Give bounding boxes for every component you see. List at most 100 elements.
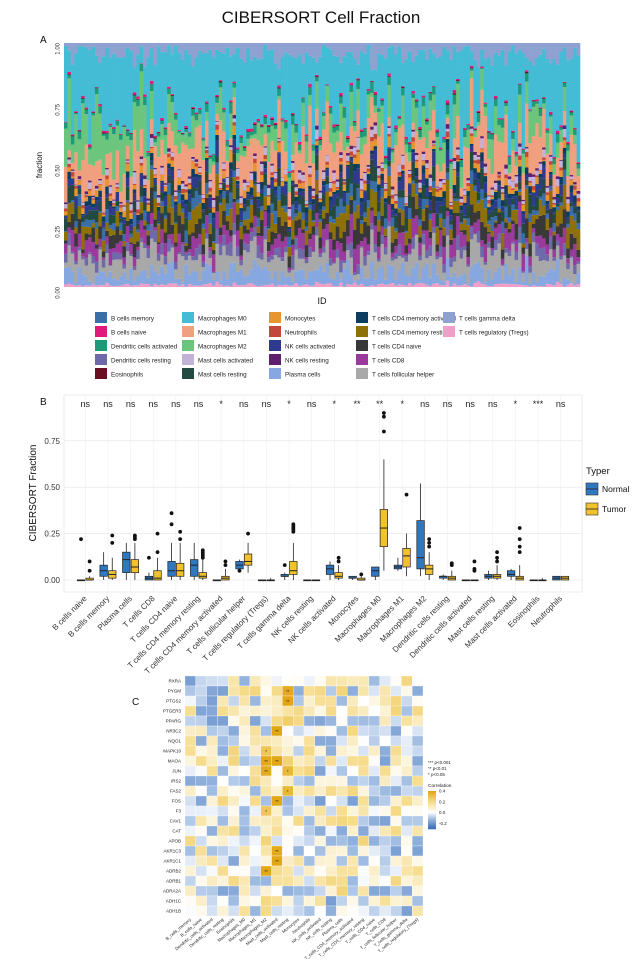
stacked-bar-segment xyxy=(177,177,182,186)
stacked-bar-segment xyxy=(373,91,378,94)
stacked-bar-segment xyxy=(473,185,478,192)
stacked-bar-segment xyxy=(480,267,484,284)
stacked-bar-segment xyxy=(435,58,440,130)
stacked-bar-segment xyxy=(232,122,237,126)
stacked-bar-segment xyxy=(198,218,202,235)
stacked-bar-segment xyxy=(184,127,189,130)
stacked-bar-segment xyxy=(480,136,484,139)
stacked-bar-segment xyxy=(119,204,123,208)
heatmap-cell xyxy=(401,875,413,887)
stacked-bar-segment xyxy=(332,55,337,125)
outlier-point xyxy=(381,429,386,434)
stacked-bar-segment xyxy=(115,184,120,187)
stacked-bar-segment xyxy=(77,46,82,130)
stacked-bar-segment xyxy=(449,258,454,267)
stacked-bar-segment xyxy=(322,129,326,171)
stacked-bar-segment xyxy=(150,238,154,265)
stacked-bar-segment xyxy=(566,258,570,264)
stacked-bar-segment xyxy=(383,279,388,285)
stacked-bar-segment xyxy=(428,174,433,178)
row-label: RXRA xyxy=(168,679,181,684)
stacked-bar-segment xyxy=(576,162,581,163)
colorbar-segment xyxy=(428,791,436,793)
heatmap-cell xyxy=(390,775,402,787)
stacked-bar-segment xyxy=(129,139,134,177)
heatmap-cell xyxy=(401,865,413,877)
heatmap-cell xyxy=(184,705,196,717)
heatmap-cell xyxy=(206,755,218,767)
stacked-bar-segment xyxy=(456,176,460,199)
stacked-bar-segment xyxy=(308,174,312,178)
stacked-bar-segment xyxy=(284,276,288,285)
stacked-bar-segment xyxy=(91,284,96,287)
heatmap-cell xyxy=(249,745,261,757)
significance-label: ** xyxy=(376,399,384,409)
stacked-bar-segment xyxy=(346,244,350,251)
stacked-bar-segment xyxy=(236,147,240,149)
stacked-bar-segment xyxy=(119,207,123,213)
stacked-bar-segment xyxy=(332,180,337,184)
stacked-bar-segment xyxy=(414,107,419,132)
heatmap-cell xyxy=(228,685,240,697)
stacked-bar-segment xyxy=(287,177,292,193)
stacked-bar-segment xyxy=(483,59,488,103)
stacked-bar-segment xyxy=(150,165,154,170)
stacked-bar-segment xyxy=(466,225,471,242)
stacked-bar-segment xyxy=(466,177,471,181)
stacked-bar-segment xyxy=(242,156,247,180)
heatmap-cell xyxy=(357,715,370,727)
stacked-bar-segment xyxy=(335,141,340,180)
stacked-bar-segment xyxy=(266,184,271,189)
stacked-bar-segment xyxy=(507,256,512,276)
stacked-bar-segment xyxy=(511,131,515,133)
stacked-bar-segment xyxy=(198,50,202,108)
stacked-bar-segment xyxy=(370,43,374,70)
stacked-bar-segment xyxy=(198,244,202,255)
heatmap-cell xyxy=(390,745,402,757)
stacked-bar-segment xyxy=(315,62,319,75)
stacked-bar-segment xyxy=(232,177,237,199)
row-label: ADRB2 xyxy=(166,869,182,874)
heatmap-cell xyxy=(228,765,240,777)
stacked-bar-segment xyxy=(401,284,405,287)
stacked-bar-segment xyxy=(211,254,216,272)
stacked-bar-segment xyxy=(559,281,564,284)
stacked-bar-segment xyxy=(160,52,165,118)
heatmap-cell xyxy=(347,725,359,737)
stacked-bar-segment xyxy=(538,235,543,249)
stacked-bar-segment xyxy=(122,205,127,207)
stacked-bar-segment xyxy=(125,202,130,221)
heatmap-cell xyxy=(347,755,359,767)
stacked-bar-segment xyxy=(383,228,388,236)
stacked-bar-segment xyxy=(452,89,457,94)
stacked-bar-segment xyxy=(521,203,526,205)
stacked-bar-segment xyxy=(91,242,96,257)
stacked-bar-segment xyxy=(94,87,99,89)
stacked-bar-segment xyxy=(146,150,151,153)
stacked-bar-segment xyxy=(201,267,206,271)
stacked-bar-segment xyxy=(163,135,168,155)
stacked-bar-segment xyxy=(359,51,364,130)
stacked-bar-segment xyxy=(438,245,443,258)
stacked-bar-segment xyxy=(452,200,457,213)
heatmap-cell xyxy=(217,785,229,797)
stacked-bar-segment xyxy=(456,149,460,155)
stacked-bar-segment xyxy=(150,146,154,149)
stacked-bar-segment xyxy=(428,209,433,214)
stacked-bar-segment xyxy=(284,119,288,122)
stacked-bar-segment xyxy=(229,43,233,57)
stacked-bar-segment xyxy=(125,130,130,131)
legend-entry: Eosinophils xyxy=(111,372,143,379)
stacked-bar-segment xyxy=(504,65,509,101)
stacked-bar-segment xyxy=(483,163,488,167)
stacked-bar-segment xyxy=(218,204,223,228)
heatmap-cell xyxy=(325,705,337,717)
heatmap-cell xyxy=(282,715,294,727)
heatmap-cell xyxy=(271,895,283,907)
stacked-bar-segment xyxy=(266,196,271,206)
stacked-bar-segment xyxy=(349,151,354,156)
heatmap-cell xyxy=(206,895,218,907)
stacked-bar-segment xyxy=(418,49,423,127)
stacked-bar-segment xyxy=(542,238,546,248)
stacked-bar-segment xyxy=(115,192,120,202)
